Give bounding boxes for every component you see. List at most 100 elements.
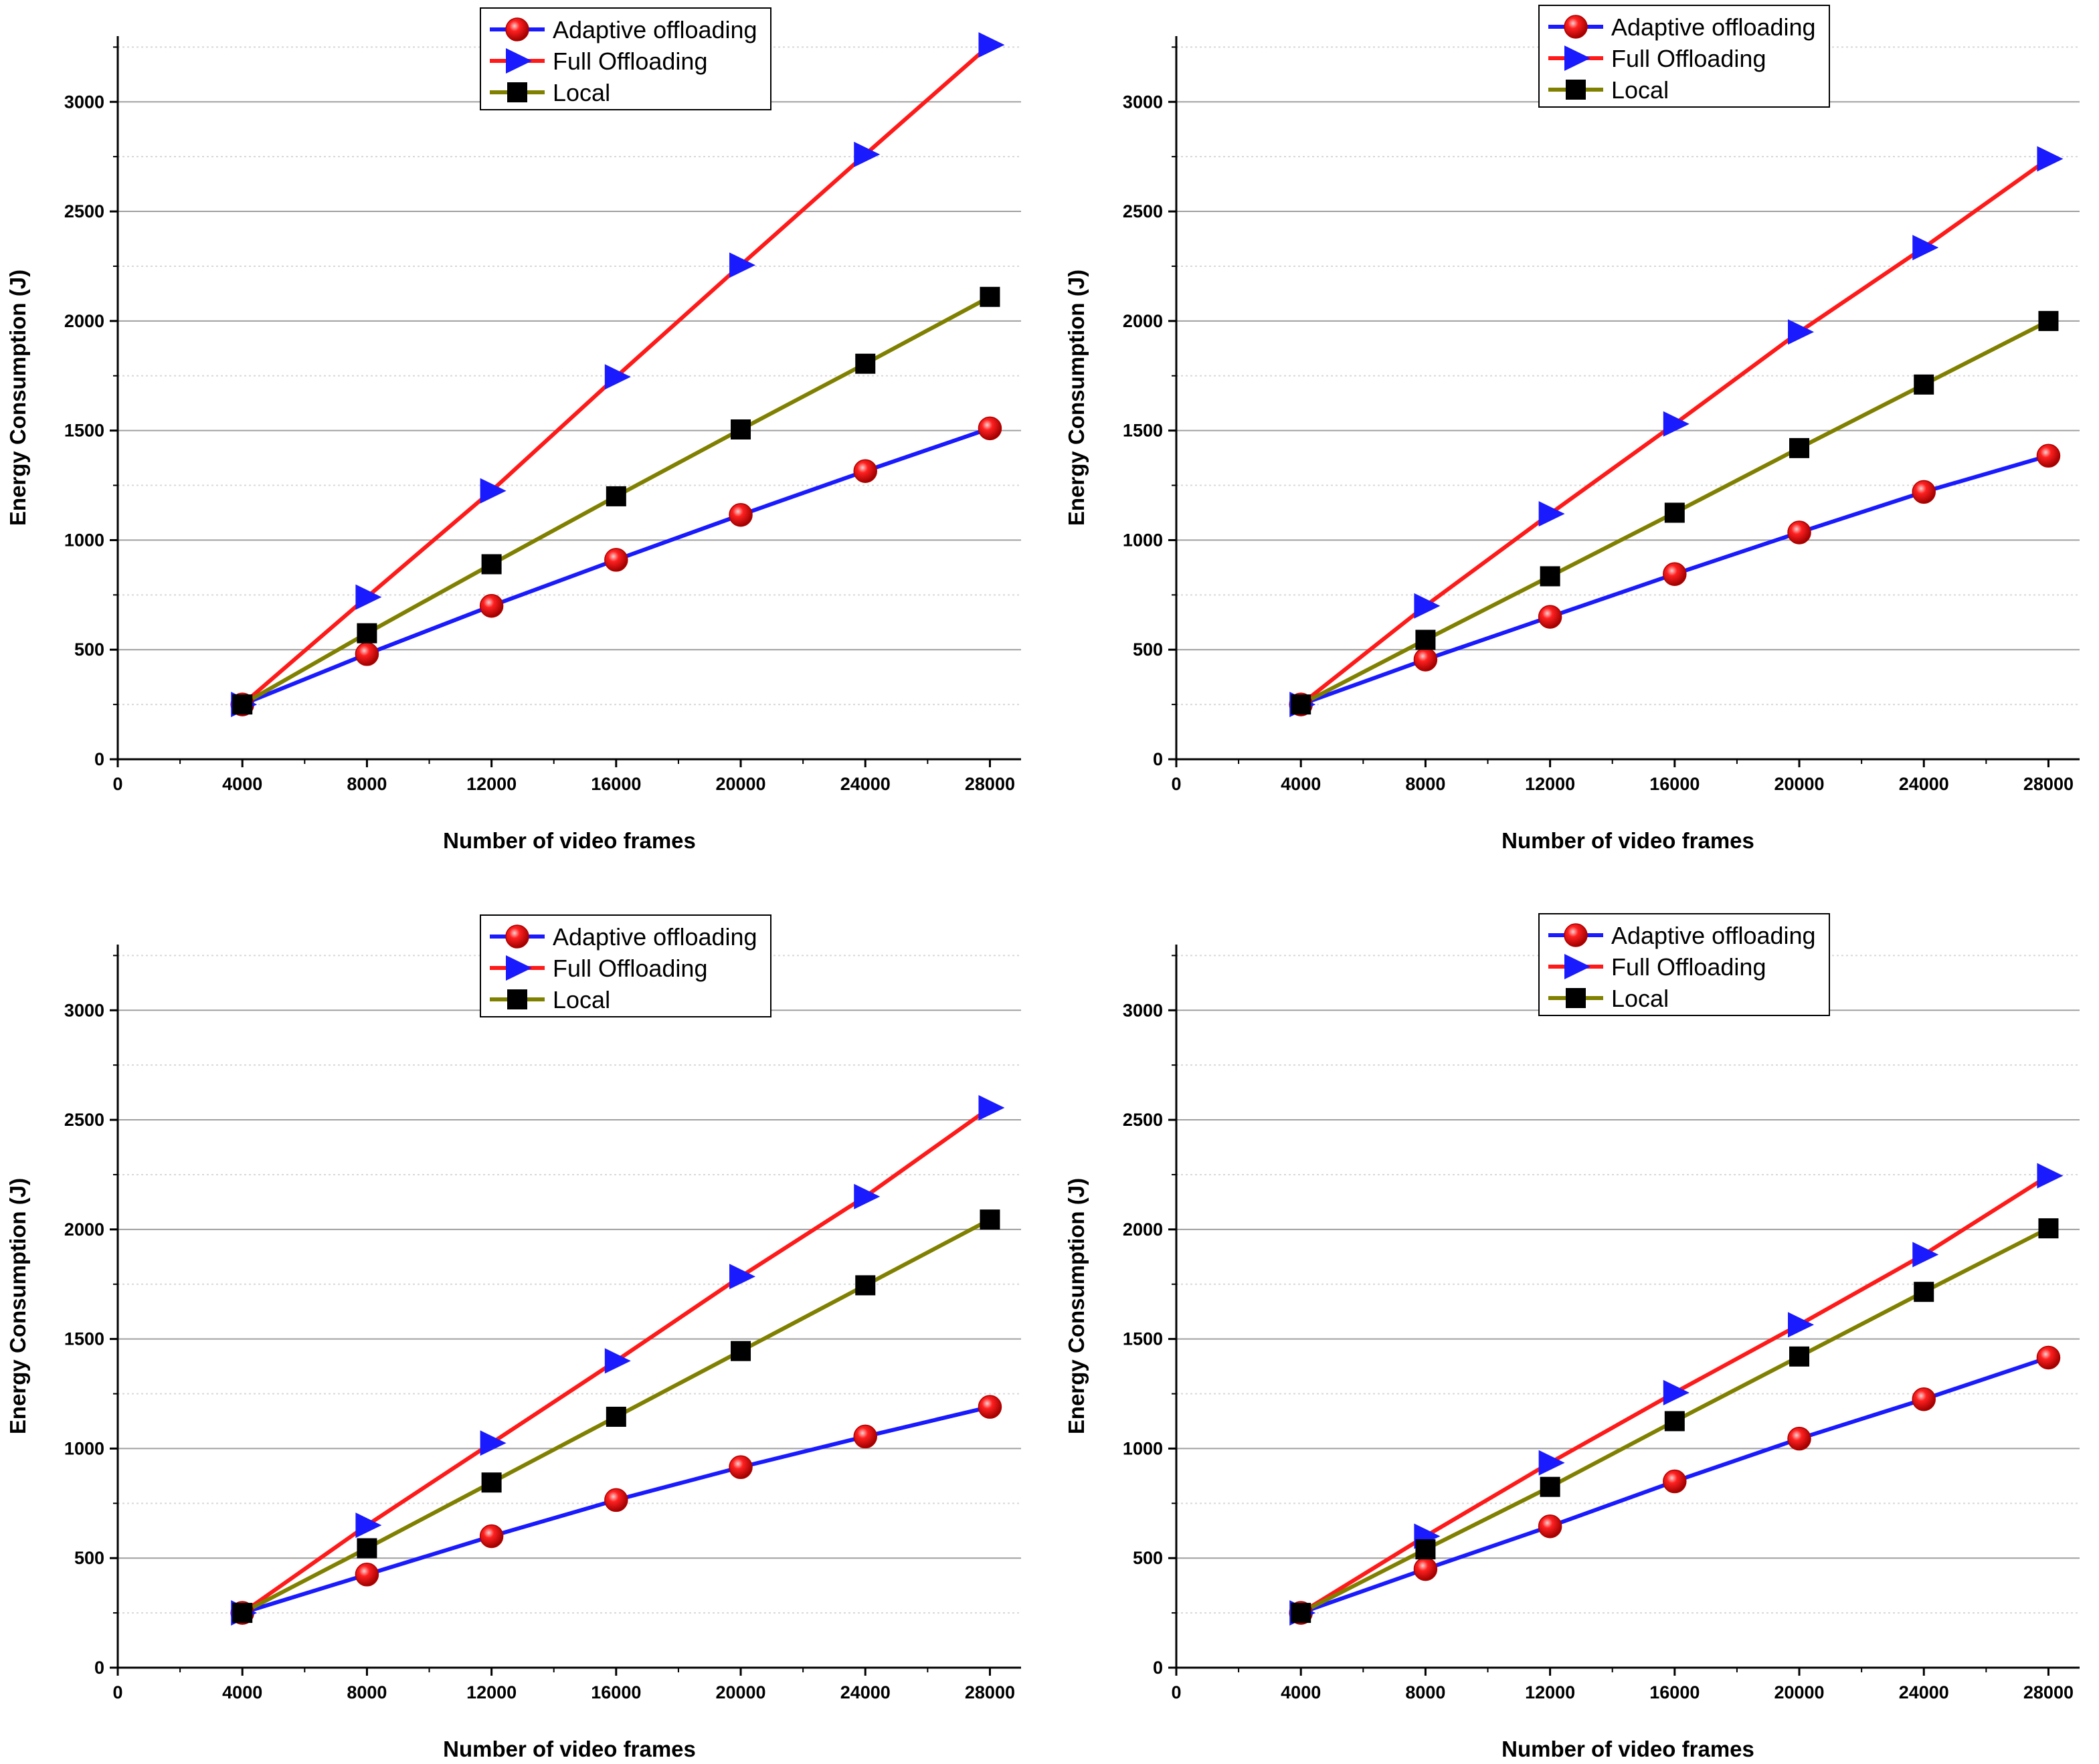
data-point-full [978, 32, 1005, 58]
data-point-adaptive [853, 459, 877, 483]
chart-panel-top-right: 0 500 1000 1500 2000 2500 3000 0 4000 8000 12000 16… [1064, 5, 2080, 853]
data-point-adaptive [355, 642, 379, 666]
data-point-full [729, 252, 756, 278]
data-point-local [232, 694, 253, 715]
legend-marker-adaptive [505, 924, 529, 949]
legend-marker-adaptive [505, 17, 529, 41]
data-point-full [1912, 235, 1939, 261]
x-axis-title: Number of video frames [443, 1737, 696, 1761]
y-tick-label: 2000 [1123, 311, 1163, 331]
x-axis-title: Number of video frames [1501, 1737, 1754, 1761]
data-point-local [980, 286, 1000, 307]
x-tick-label: 4000 [1281, 1682, 1321, 1702]
data-point-full [604, 1348, 631, 1374]
data-point-local [1540, 566, 1560, 587]
data-point-local [855, 1275, 876, 1296]
legend-label-local: Local [1611, 985, 1669, 1012]
data-point-local [1914, 374, 1934, 395]
data-point-adaptive [479, 593, 504, 618]
data-point-full [355, 584, 382, 610]
y-tick-label: 3000 [64, 1000, 104, 1020]
legend-label-full: Full Offloading [1611, 953, 1766, 981]
y-axis-title: Energy Consumption (J) [5, 270, 30, 526]
data-point-local [357, 623, 377, 644]
y-tick-label: 1000 [1123, 530, 1163, 550]
y-tick-label: 500 [74, 640, 104, 660]
y-axis-title: Energy Consumption (J) [1064, 1178, 1089, 1434]
legend: Adaptive offloading Full Offloading Local [480, 914, 771, 1017]
legend-marker-local [507, 989, 527, 1009]
x-axis-title: Number of video frames [443, 828, 696, 853]
x-tick-label: 24000 [1899, 1682, 1949, 1702]
legend: Adaptive offloading Full Offloading Local [1538, 913, 1830, 1016]
data-point-adaptive [479, 1524, 504, 1549]
data-point-local [1789, 437, 1810, 458]
y-tick-label: 1500 [1123, 1329, 1163, 1349]
data-point-full [480, 478, 507, 504]
y-tick-label: 3000 [64, 92, 104, 112]
x-tick-label: 16000 [1649, 1682, 1700, 1702]
data-point-full [1912, 1242, 1939, 1268]
data-point-full [2037, 1163, 2064, 1189]
y-tick-label: 1000 [64, 1438, 104, 1458]
x-tick-label: 8000 [1405, 1682, 1445, 1702]
data-point-local [606, 486, 626, 506]
y-tick-label: 2500 [64, 201, 104, 221]
y-tick-label: 3000 [1123, 1000, 1163, 1020]
data-point-local [731, 1341, 751, 1361]
data-point-adaptive [853, 1424, 877, 1449]
data-point-local [606, 1406, 626, 1427]
x-tick-label: 8000 [347, 1682, 387, 1702]
data-point-adaptive [1663, 1469, 1687, 1494]
data-point-local [2038, 310, 2059, 331]
data-point-local [2038, 1218, 2059, 1239]
legend-label-full: Full Offloading [1611, 45, 1766, 72]
data-point-full [1538, 1450, 1565, 1476]
data-point-full [2037, 146, 2064, 172]
legend-label-local: Local [1611, 76, 1669, 104]
data-point-adaptive [978, 416, 1002, 441]
data-point-adaptive [2036, 1345, 2061, 1370]
series-line-full [1299, 157, 2050, 706]
data-point-full [1538, 501, 1565, 527]
x-tick-label: 16000 [591, 1682, 641, 1702]
data-point-adaptive [729, 1455, 753, 1480]
data-point-adaptive [1663, 562, 1687, 586]
legend-label-local: Local [553, 986, 610, 1013]
y-tick-label: 0 [1153, 1658, 1163, 1678]
data-point-adaptive [1787, 520, 1811, 545]
y-tick-label: 2000 [1123, 1219, 1163, 1240]
data-point-local [357, 1538, 377, 1559]
x-tick-label: 16000 [591, 774, 641, 794]
data-point-local [855, 353, 876, 374]
data-point-full [1788, 319, 1815, 345]
data-point-full [1788, 1312, 1815, 1338]
x-tick-label: 0 [1171, 774, 1181, 794]
x-tick-label: 0 [112, 1682, 122, 1702]
data-point-full [729, 1264, 756, 1290]
data-point-full [480, 1430, 507, 1456]
y-tick-label: 500 [74, 1548, 104, 1568]
data-point-full [1414, 593, 1441, 619]
y-tick-label: 3000 [1123, 92, 1163, 112]
y-axis-title: Energy Consumption (J) [5, 1178, 30, 1434]
legend-label-local: Local [553, 79, 610, 106]
x-tick-label: 24000 [1899, 774, 1949, 794]
data-point-local [481, 554, 502, 575]
x-tick-label: 8000 [1405, 774, 1445, 794]
x-tick-label: 28000 [965, 1682, 1015, 1702]
x-tick-label: 28000 [965, 774, 1015, 794]
data-point-adaptive [1538, 605, 1562, 629]
y-tick-label: 2500 [1123, 201, 1163, 221]
data-point-local [731, 419, 751, 439]
y-tick-label: 2500 [1123, 1110, 1163, 1130]
data-point-adaptive [1912, 480, 1936, 504]
data-point-local [1415, 629, 1436, 650]
legend-marker-adaptive [1564, 15, 1588, 39]
legend-marker-full [506, 48, 532, 74]
x-tick-label: 24000 [840, 1682, 891, 1702]
data-point-adaptive [1787, 1426, 1811, 1451]
y-tick-label: 1500 [64, 421, 104, 441]
data-point-adaptive [604, 1488, 628, 1512]
